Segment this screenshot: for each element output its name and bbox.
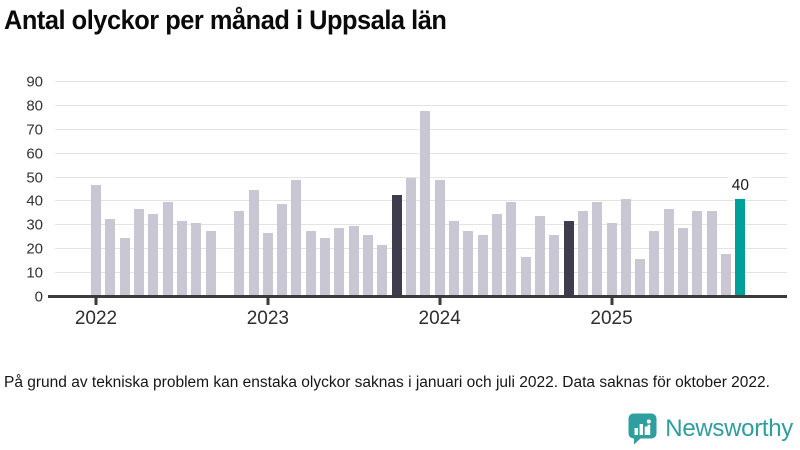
- newsworthy-logo-text: Newsworthy: [665, 414, 793, 442]
- bar-2023-01: [262, 232, 273, 295]
- bar-2023-09: [377, 244, 388, 295]
- y-axis-label: 40: [26, 192, 43, 210]
- bar-2023-10: [391, 194, 402, 295]
- bar-2022-09: [205, 230, 216, 295]
- newsworthy-bubble-chart-icon: [627, 412, 658, 445]
- bar-2024-12: [592, 201, 603, 295]
- newsworthy-logo: Newsworthy: [627, 412, 793, 445]
- x-axis-line: [48, 295, 787, 298]
- x-axis-label-2023: 2023: [246, 308, 289, 329]
- bar-2022-12: [248, 189, 259, 295]
- y-axis-label: 30: [26, 216, 43, 234]
- x-axis-tick: [94, 298, 98, 305]
- bar-2023-04: [305, 230, 316, 295]
- bar-2022-01: [91, 185, 101, 295]
- bar-2025-09: [721, 254, 732, 295]
- bar-2023-11: [406, 177, 417, 295]
- bar-2023-07: [348, 225, 359, 295]
- bar-2025-07: [692, 211, 703, 295]
- bar-2022-08: [191, 223, 202, 295]
- bar-2024-01: [434, 180, 445, 295]
- bar-2025-06: [678, 228, 689, 295]
- bar-2024-09: [549, 235, 560, 295]
- bar-2024-10: [563, 220, 574, 295]
- y-axis-label: 90: [26, 73, 43, 91]
- bar-2024-04: [477, 235, 488, 295]
- bar-2025-02: [620, 199, 631, 295]
- last-value-label: 40: [728, 177, 753, 196]
- y-axis-label: 70: [26, 121, 43, 139]
- bar-2022-07: [176, 220, 187, 295]
- bar-2024-08: [534, 216, 545, 295]
- y-axis-label: 60: [26, 145, 43, 163]
- x-axis-tick: [266, 298, 270, 305]
- footnote-text: På grund av tekniska problem kan enstaka…: [4, 374, 770, 391]
- bar-2024-11: [577, 211, 588, 295]
- y-axis-label: 10: [26, 264, 43, 282]
- bar-2023-03: [291, 180, 302, 295]
- x-axis-label-2024: 2024: [418, 308, 461, 329]
- y-axis-label: 50: [26, 169, 43, 187]
- bar-2022-02: [105, 218, 116, 295]
- bar-2022-11: [234, 211, 245, 295]
- chart-title: Antal olyckor per månad i Uppsala län: [4, 5, 447, 35]
- x-axis-label-2025: 2025: [590, 308, 633, 329]
- bar-2022-06: [162, 201, 173, 295]
- bar-2025-10: [735, 199, 746, 295]
- gridline: [55, 81, 787, 82]
- gridline: [55, 104, 787, 106]
- plot-area: 0 10 20 30 40 50 60 70 80 90 2022 2023 2024 2025 40: [26, 74, 787, 329]
- y-axis-label: 80: [26, 97, 43, 115]
- bar-2023-02: [277, 204, 288, 295]
- bar-2023-06: [334, 228, 345, 295]
- bar-2024-07: [520, 256, 531, 295]
- bar-2023-05: [320, 237, 331, 295]
- bar-2024-05: [491, 213, 502, 295]
- bar-2025-01: [606, 223, 617, 295]
- x-axis-tick: [438, 298, 442, 305]
- bar-2025-05: [663, 209, 674, 295]
- bar-2024-06: [506, 201, 517, 295]
- y-axis-label: 0: [34, 288, 43, 306]
- bar-2022-03: [119, 237, 130, 295]
- bar-2022-05: [148, 213, 159, 295]
- bar-2023-12: [420, 111, 431, 295]
- y-axis-label: 20: [26, 240, 43, 258]
- bar-2023-08: [363, 235, 374, 295]
- x-axis-tick: [610, 298, 614, 305]
- bar-2025-03: [635, 259, 646, 295]
- bar-2024-03: [463, 230, 474, 295]
- x-axis-label-2022: 2022: [74, 308, 118, 329]
- bar-2022-04: [133, 209, 144, 295]
- bar-2025-04: [649, 230, 660, 295]
- bar-2025-08: [706, 211, 717, 295]
- bar-2024-02: [449, 220, 459, 295]
